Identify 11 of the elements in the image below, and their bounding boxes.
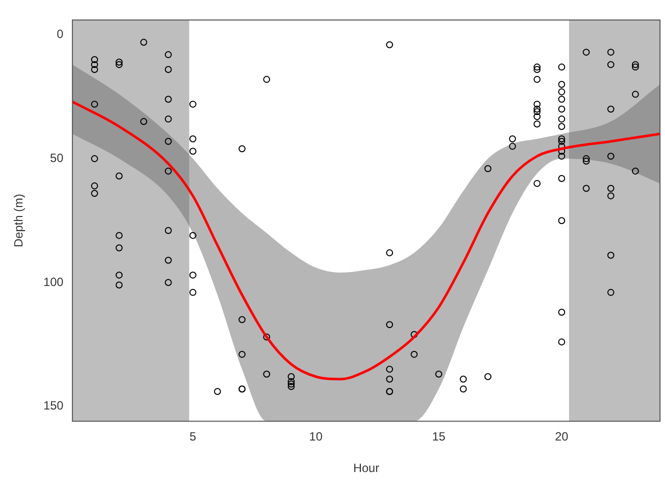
x-tick-label: 20 xyxy=(554,430,569,444)
x-tick-label: 10 xyxy=(309,430,323,444)
y-tick-label: 50 xyxy=(50,151,64,165)
y-tick-label: 0 xyxy=(56,27,64,42)
x-axis-title: Hour xyxy=(353,461,380,476)
y-tick-label: 150 xyxy=(43,398,64,413)
x-tick-label: 5 xyxy=(190,430,197,444)
y-axis-title: Depth (m) xyxy=(12,194,26,248)
line-series xyxy=(72,100,660,380)
y-tick-label: 100 xyxy=(43,274,64,289)
x-tick-label: 15 xyxy=(432,430,446,444)
